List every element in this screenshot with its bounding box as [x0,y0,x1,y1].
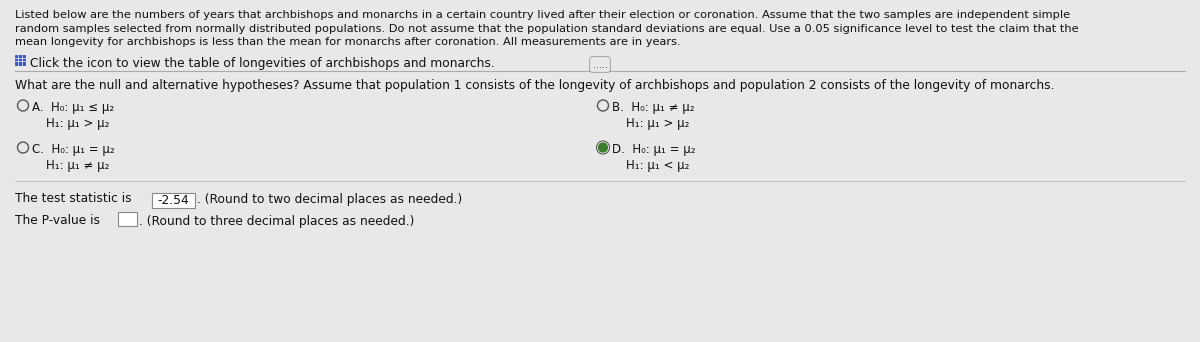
Circle shape [599,143,607,152]
Text: The test statistic is: The test statistic is [14,193,136,206]
Text: Click the icon to view the table of longevities of archbishops and monarchs.: Click the icon to view the table of long… [30,56,494,69]
Text: H₁: μ₁ ≠ μ₂: H₁: μ₁ ≠ μ₂ [46,159,109,172]
Text: H₁: μ₁ > μ₂: H₁: μ₁ > μ₂ [46,118,109,131]
Text: . (Round to three decimal places as needed.): . (Round to three decimal places as need… [139,214,414,227]
Text: C.  H₀: μ₁ = μ₂: C. H₀: μ₁ = μ₂ [32,143,115,156]
Text: What are the null and alternative hypotheses? Assume that population 1 consists : What are the null and alternative hypoth… [14,79,1055,92]
Text: H₁: μ₁ > μ₂: H₁: μ₁ > μ₂ [626,118,689,131]
Text: . (Round to two decimal places as needed.): . (Round to two decimal places as needed… [197,193,462,206]
Text: mean longevity for archbishops is less than the mean for monarchs after coronati: mean longevity for archbishops is less t… [14,37,680,47]
Text: -2.54: -2.54 [157,194,188,207]
Text: H₁: μ₁ < μ₂: H₁: μ₁ < μ₂ [626,159,689,172]
Text: random samples selected from normally distributed populations. Do not assume tha: random samples selected from normally di… [14,24,1079,34]
Text: B.  H₀: μ₁ ≠ μ₂: B. H₀: μ₁ ≠ μ₂ [612,101,695,114]
Text: .....: ..... [593,60,607,69]
FancyBboxPatch shape [151,193,194,208]
FancyBboxPatch shape [14,54,25,65]
Text: Listed below are the numbers of years that archbishops and monarchs in a certain: Listed below are the numbers of years th… [14,10,1070,20]
Circle shape [596,141,610,154]
FancyBboxPatch shape [118,212,137,226]
Text: D.  H₀: μ₁ = μ₂: D. H₀: μ₁ = μ₂ [612,143,696,156]
Text: A.  H₀: μ₁ ≤ μ₂: A. H₀: μ₁ ≤ μ₂ [32,101,114,114]
Text: The P-value is: The P-value is [14,214,104,227]
